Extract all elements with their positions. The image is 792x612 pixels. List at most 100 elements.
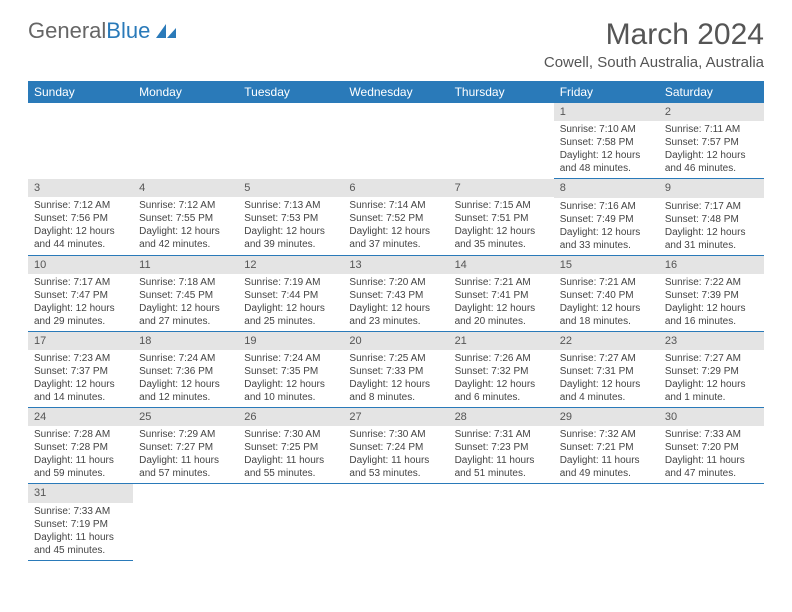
sunrise-text: Sunrise: 7:33 AM	[34, 505, 127, 518]
day-number: 10	[28, 256, 133, 274]
sunrise-text: Sunrise: 7:14 AM	[349, 199, 442, 212]
daylight-text: Daylight: 12 hours and 48 minutes.	[560, 149, 653, 175]
sunset-text: Sunset: 7:45 PM	[139, 289, 232, 302]
day-number: 9	[659, 179, 764, 197]
day-number: 3	[28, 179, 133, 197]
calendar-table: SundayMondayTuesdayWednesdayThursdayFrid…	[28, 81, 764, 561]
daylight-text: Daylight: 12 hours and 4 minutes.	[560, 378, 653, 404]
sunset-text: Sunset: 7:43 PM	[349, 289, 442, 302]
sunrise-text: Sunrise: 7:24 AM	[244, 352, 337, 365]
logo-text-2: Blue	[106, 18, 150, 44]
calendar-cell	[343, 484, 448, 560]
sunrise-text: Sunrise: 7:22 AM	[665, 276, 758, 289]
sunrise-text: Sunrise: 7:13 AM	[244, 199, 337, 212]
sunrise-text: Sunrise: 7:20 AM	[349, 276, 442, 289]
sunrise-text: Sunrise: 7:19 AM	[244, 276, 337, 289]
calendar-cell: 30Sunrise: 7:33 AMSunset: 7:20 PMDayligh…	[659, 408, 764, 484]
calendar-cell: 3Sunrise: 7:12 AMSunset: 7:56 PMDaylight…	[28, 179, 133, 255]
daylight-text: Daylight: 12 hours and 37 minutes.	[349, 225, 442, 251]
day-number: 6	[343, 179, 448, 197]
day-number: 8	[554, 179, 659, 197]
day-number: 29	[554, 408, 659, 426]
sunset-text: Sunset: 7:36 PM	[139, 365, 232, 378]
calendar-cell: 19 Sunrise: 7:24 AMSunset: 7:35 PMDayligh…	[238, 331, 343, 407]
daylight-text: Daylight: 12 hours and 12 minutes.	[139, 378, 232, 404]
sunset-text: Sunset: 7:32 PM	[455, 365, 548, 378]
daylight-text: Daylight: 12 hours and 23 minutes.	[349, 302, 442, 328]
daylight-text: Daylight: 12 hours and 39 minutes.	[244, 225, 337, 251]
calendar-cell: 15Sunrise: 7:21 AMSunset: 7:40 PMDayligh…	[554, 255, 659, 331]
daylight-text: Daylight: 12 hours and 14 minutes.	[34, 378, 127, 404]
logo-text-1: General	[28, 18, 106, 44]
calendar-cell: 5Sunrise: 7:13 AMSunset: 7:53 PMDaylight…	[238, 179, 343, 255]
daylight-text: Daylight: 11 hours and 51 minutes.	[455, 454, 548, 480]
calendar-cell: 13Sunrise: 7:20 AMSunset: 7:43 PMDayligh…	[343, 255, 448, 331]
daylight-text: Daylight: 12 hours and 29 minutes.	[34, 302, 127, 328]
sunrise-text: Sunrise: 7:17 AM	[34, 276, 127, 289]
daylight-text: Daylight: 12 hours and 33 minutes.	[560, 226, 653, 252]
daylight-text: Daylight: 12 hours and 31 minutes.	[665, 226, 758, 252]
sunrise-text: Sunrise: 7:21 AM	[560, 276, 653, 289]
sunset-text: Sunset: 7:35 PM	[244, 365, 337, 378]
calendar-cell: 24Sunrise: 7:28 AMSunset: 7:28 PMDayligh…	[28, 408, 133, 484]
calendar-cell: 21Sunrise: 7:26 AMSunset: 7:32 PMDayligh…	[449, 331, 554, 407]
calendar-cell: 22Sunrise: 7:27 AMSunset: 7:31 PMDayligh…	[554, 331, 659, 407]
calendar-cell: 1Sunrise: 7:10 AMSunset: 7:58 PMDaylight…	[554, 103, 659, 179]
sunrise-text: Sunrise: 7:30 AM	[244, 428, 337, 441]
sunset-text: Sunset: 7:31 PM	[560, 365, 653, 378]
day-number: 4	[133, 179, 238, 197]
calendar-cell: 27Sunrise: 7:30 AMSunset: 7:24 PMDayligh…	[343, 408, 448, 484]
logo: GeneralBlue	[28, 18, 178, 44]
page-title: March 2024	[544, 18, 764, 52]
day-number: 16	[659, 256, 764, 274]
day-header: Thursday	[449, 81, 554, 103]
sunrise-text: Sunrise: 7:10 AM	[560, 123, 653, 136]
daylight-text: Daylight: 12 hours and 10 minutes.	[244, 378, 337, 404]
sunrise-text: Sunrise: 7:28 AM	[34, 428, 127, 441]
daylight-text: Daylight: 12 hours and 35 minutes.	[455, 225, 548, 251]
sunset-text: Sunset: 7:40 PM	[560, 289, 653, 302]
day-number: 11	[133, 256, 238, 274]
calendar-cell: 31Sunrise: 7:33 AMSunset: 7:19 PMDayligh…	[28, 484, 133, 560]
day-number: 23	[659, 332, 764, 350]
daylight-text: Daylight: 11 hours and 53 minutes.	[349, 454, 442, 480]
sunrise-text: Sunrise: 7:27 AM	[665, 352, 758, 365]
calendar-cell: 17Sunrise: 7:23 AMSunset: 7:37 PMDayligh…	[28, 331, 133, 407]
sunrise-text: Sunrise: 7:12 AM	[34, 199, 127, 212]
sunset-text: Sunset: 7:20 PM	[665, 441, 758, 454]
sail-icon	[154, 22, 178, 40]
daylight-text: Daylight: 12 hours and 42 minutes.	[139, 225, 232, 251]
day-number: 15	[554, 256, 659, 274]
calendar-cell	[133, 484, 238, 560]
sunrise-text: Sunrise: 7:31 AM	[455, 428, 548, 441]
sunrise-text: Sunrise: 7:17 AM	[665, 200, 758, 213]
day-number: 31	[28, 484, 133, 502]
calendar-cell	[238, 103, 343, 179]
day-header: Monday	[133, 81, 238, 103]
daylight-text: Daylight: 11 hours and 45 minutes.	[34, 531, 127, 557]
calendar-cell	[238, 484, 343, 560]
sunrise-text: Sunrise: 7:16 AM	[560, 200, 653, 213]
sunrise-text: Sunrise: 7:27 AM	[560, 352, 653, 365]
calendar-cell: 16Sunrise: 7:22 AMSunset: 7:39 PMDayligh…	[659, 255, 764, 331]
calendar-cell: 18Sunrise: 7:24 AMSunset: 7:36 PMDayligh…	[133, 331, 238, 407]
sunset-text: Sunset: 7:55 PM	[139, 212, 232, 225]
day-number: 30	[659, 408, 764, 426]
sunrise-text: Sunrise: 7:12 AM	[139, 199, 232, 212]
daylight-text: Daylight: 12 hours and 25 minutes.	[244, 302, 337, 328]
sunset-text: Sunset: 7:24 PM	[349, 441, 442, 454]
calendar-cell: 12Sunrise: 7:19 AMSunset: 7:44 PMDayligh…	[238, 255, 343, 331]
sunrise-text: Sunrise: 7:29 AM	[139, 428, 232, 441]
daylight-text: Daylight: 12 hours and 6 minutes.	[455, 378, 548, 404]
calendar-cell: 25Sunrise: 7:29 AMSunset: 7:27 PMDayligh…	[133, 408, 238, 484]
day-header: Saturday	[659, 81, 764, 103]
calendar-cell: 9Sunrise: 7:17 AMSunset: 7:48 PMDaylight…	[659, 179, 764, 255]
sunset-text: Sunset: 7:53 PM	[244, 212, 337, 225]
daylight-text: Daylight: 12 hours and 27 minutes.	[139, 302, 232, 328]
day-number: 19	[238, 332, 343, 350]
day-number: 24	[28, 408, 133, 426]
calendar-cell: 14Sunrise: 7:21 AMSunset: 7:41 PMDayligh…	[449, 255, 554, 331]
daylight-text: Daylight: 11 hours and 59 minutes.	[34, 454, 127, 480]
calendar-cell: 8Sunrise: 7:16 AMSunset: 7:49 PMDaylight…	[554, 179, 659, 255]
daylight-text: Daylight: 11 hours and 57 minutes.	[139, 454, 232, 480]
